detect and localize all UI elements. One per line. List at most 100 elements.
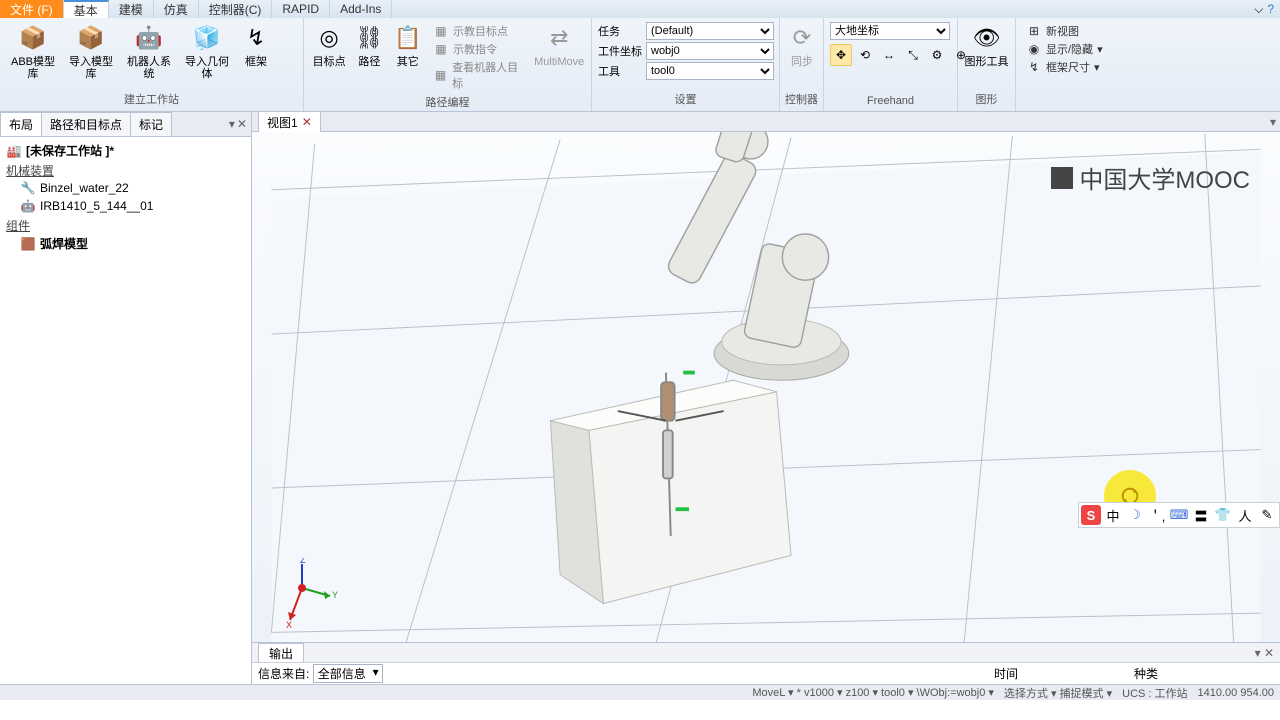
cube-icon: 🧊 bbox=[191, 22, 223, 54]
skin-icon[interactable]: 👕 bbox=[1213, 505, 1233, 525]
tool-select[interactable]: tool0 bbox=[646, 62, 774, 80]
pencil-icon[interactable]: ✎ bbox=[1257, 505, 1277, 525]
tab-addins[interactable]: Add-Ins bbox=[330, 0, 392, 18]
punct-icon[interactable]: ＇, bbox=[1147, 505, 1167, 525]
dropdown-icon[interactable]: ▾ bbox=[1270, 115, 1276, 129]
eye-icon: 👁 bbox=[971, 22, 1003, 54]
freehand-tools: ✥ ⟲ ↔ ⤡ ⚙ ⊕ bbox=[828, 42, 974, 68]
ime-lang-icon[interactable]: 中 bbox=[1103, 505, 1123, 525]
coords-readout: 1410.00 954.00 bbox=[1198, 687, 1274, 699]
teach-instr-button[interactable]: ▦示教指令 bbox=[431, 40, 527, 58]
left-panel: 布局 路径和目标点 标记 ▾✕ 🏭[未保存工作站 ]* 机械装置 🔧Binzel… bbox=[0, 112, 252, 684]
select-mode[interactable]: 选择方式 ▾ 捕捉模式 ▾ bbox=[1004, 685, 1112, 701]
ime-toolbar[interactable]: S 中 ☽ ＇, ⌨ 〓 👕 人 ✎ bbox=[1078, 502, 1280, 528]
file-menu[interactable]: 文件 (F) bbox=[0, 0, 64, 18]
svg-text:X: X bbox=[286, 620, 292, 628]
frame-button[interactable]: ↯框架 bbox=[236, 20, 276, 70]
move-instruction[interactable]: MoveL ▾ * v1000 ▾ z100 ▾ tool0 ▾ \WObj:=… bbox=[752, 686, 994, 699]
jog-linear-icon[interactable]: ↔ bbox=[878, 44, 900, 66]
rotate-tool-icon[interactable]: ⟲ bbox=[854, 44, 876, 66]
tab-basic[interactable]: 基本 bbox=[64, 0, 109, 18]
status-bar: MoveL ▾ * v1000 ▾ z100 ▾ tool0 ▾ \WObj:=… bbox=[0, 684, 1280, 700]
tab-rapid[interactable]: RAPID bbox=[272, 0, 330, 18]
close-icon[interactable]: ✕ bbox=[302, 115, 312, 129]
wobj-select[interactable]: wobj0 bbox=[646, 42, 774, 60]
svg-text:Z: Z bbox=[300, 558, 306, 565]
3d-viewport[interactable]: 中国大学MOOC S 中 ☽ ＇, ⌨ 〓 👕 人 ✎ Z Y X bbox=[252, 132, 1280, 642]
robot-system-button[interactable]: 🤖机器人系统 bbox=[120, 20, 178, 82]
dropdown-icon[interactable]: ▾ bbox=[229, 117, 235, 131]
import-library-button[interactable]: 📦导入模型库 bbox=[62, 20, 120, 82]
output-tab[interactable]: 输出 bbox=[258, 643, 304, 663]
moon-icon[interactable]: ☽ bbox=[1125, 505, 1145, 525]
mech-group: 机械装置 bbox=[6, 162, 245, 179]
task-select[interactable]: (Default) bbox=[646, 22, 774, 40]
view-robot-target-button[interactable]: ▦查看机器人目标 bbox=[431, 58, 527, 92]
target-button[interactable]: ◎目标点 bbox=[308, 20, 350, 70]
tab-layout[interactable]: 布局 bbox=[0, 112, 42, 136]
info-source-label: 信息来自: bbox=[258, 665, 309, 682]
station-node[interactable]: 🏭[未保存工作站 ]* bbox=[6, 141, 245, 160]
tab-model[interactable]: 建模 bbox=[109, 0, 154, 18]
jog-joint-icon[interactable]: ⚙ bbox=[926, 44, 948, 66]
help-icon[interactable]: ? bbox=[1267, 2, 1274, 17]
list-icon: 📋 bbox=[392, 22, 424, 54]
dot-icon: ▦ bbox=[433, 23, 449, 39]
jog-reorient-icon[interactable]: ⤡ bbox=[902, 44, 924, 66]
svg-text:Y: Y bbox=[332, 590, 338, 600]
eye-icon: ◉ bbox=[1026, 41, 1042, 57]
tree-item[interactable]: 🔧Binzel_water_22 bbox=[20, 179, 245, 197]
wobj-label: 工件坐标 bbox=[598, 43, 642, 59]
abb-library-button[interactable]: 📦ABB模型库 bbox=[4, 20, 62, 82]
comp-group: 组件 bbox=[6, 217, 245, 234]
watermark: 中国大学MOOC bbox=[1051, 160, 1250, 195]
group-label: 路径编程 bbox=[308, 94, 587, 112]
box-icon: 📦 bbox=[75, 22, 107, 54]
window-icon: ⊞ bbox=[1026, 23, 1042, 39]
ribbon: 📦ABB模型库 📦导入模型库 🤖机器人系统 🧊导入几何体 ↯框架 建立工作站 ◎… bbox=[0, 18, 1280, 112]
info-source-select[interactable]: 全部信息 bbox=[313, 664, 383, 683]
other-button[interactable]: 📋其它 bbox=[389, 20, 427, 70]
group-label: 建立工作站 bbox=[4, 91, 299, 109]
person-icon[interactable]: 人 bbox=[1235, 505, 1255, 525]
group-label: 设置 bbox=[596, 91, 775, 109]
logo-icon bbox=[1051, 167, 1073, 189]
close-icon[interactable]: ✕ bbox=[237, 117, 247, 131]
tool-label: 工具 bbox=[598, 63, 642, 79]
tree-item[interactable]: 🤖IRB1410_5_144__01 bbox=[20, 197, 245, 215]
graphic-tools-button[interactable]: 👁图形工具 bbox=[962, 20, 1011, 70]
col-time: 时间 bbox=[994, 665, 1134, 682]
tab-controller[interactable]: 控制器(C) bbox=[199, 0, 273, 18]
frame-size-button[interactable]: ↯框架尺寸▾ bbox=[1024, 58, 1272, 76]
axis-icon: ↯ bbox=[240, 22, 272, 54]
scene-svg bbox=[252, 132, 1280, 642]
menu-bar: 文件 (F) 基本 建模 仿真 控制器(C) RAPID Add-Ins ⌵ ? bbox=[0, 0, 1280, 18]
coord-select[interactable]: 大地坐标 bbox=[830, 22, 950, 40]
tab-tags[interactable]: 标记 bbox=[130, 112, 172, 136]
tool-icon: 🔧 bbox=[20, 180, 36, 196]
sync-button[interactable]: ⟳同步 bbox=[784, 20, 820, 70]
dot-icon: ▦ bbox=[433, 67, 448, 83]
keyboard-icon[interactable]: ⌨ bbox=[1169, 505, 1189, 525]
path-button[interactable]: ⛓路径 bbox=[350, 20, 388, 70]
robot-icon: 🤖 bbox=[20, 198, 36, 214]
tab-sim[interactable]: 仿真 bbox=[154, 0, 199, 18]
group-label: Freehand bbox=[828, 95, 953, 109]
grid-icon[interactable]: 〓 bbox=[1191, 505, 1211, 525]
new-view-button[interactable]: ⊞新视图 bbox=[1024, 22, 1272, 40]
ucs-label: UCS : 工作站 bbox=[1122, 685, 1187, 701]
multimove-icon: ⇄ bbox=[543, 22, 575, 54]
dropdown-icon[interactable]: ▾ bbox=[1255, 646, 1261, 660]
tab-paths[interactable]: 路径和目标点 bbox=[41, 112, 131, 136]
group-label: 图形 bbox=[962, 91, 1011, 109]
multimove-button[interactable]: ⇄MultiMove bbox=[531, 20, 587, 70]
close-icon[interactable]: ✕ bbox=[1264, 646, 1274, 660]
viewport-tab[interactable]: 视图1✕ bbox=[258, 111, 321, 133]
teach-target-button[interactable]: ▦示教目标点 bbox=[431, 22, 527, 40]
tree-item[interactable]: 🟫弧焊模型 bbox=[20, 234, 245, 253]
collapse-ribbon-icon[interactable]: ⌵ bbox=[1254, 2, 1263, 17]
move-tool-icon[interactable]: ✥ bbox=[830, 44, 852, 66]
ime-logo-icon[interactable]: S bbox=[1081, 505, 1101, 525]
show-hide-button[interactable]: ◉显示/隐藏▾ bbox=[1024, 40, 1272, 58]
import-geometry-button[interactable]: 🧊导入几何体 bbox=[178, 20, 236, 82]
